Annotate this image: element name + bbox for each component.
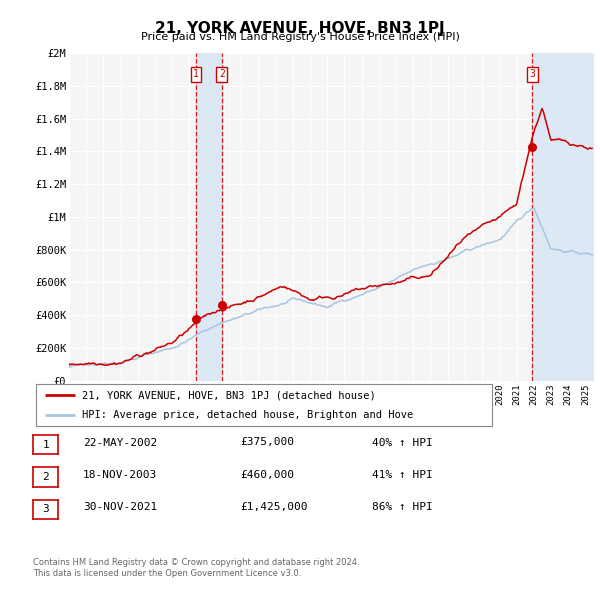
Text: £1,425,000: £1,425,000 bbox=[240, 503, 308, 512]
Text: £460,000: £460,000 bbox=[240, 470, 294, 480]
Text: 22-MAY-2002: 22-MAY-2002 bbox=[83, 438, 157, 447]
Text: HPI: Average price, detached house, Brighton and Hove: HPI: Average price, detached house, Brig… bbox=[82, 411, 413, 420]
Text: 1: 1 bbox=[42, 440, 49, 450]
Text: Contains HM Land Registry data © Crown copyright and database right 2024.
This d: Contains HM Land Registry data © Crown c… bbox=[33, 558, 359, 578]
Text: 1: 1 bbox=[193, 70, 199, 80]
Text: 41% ↑ HPI: 41% ↑ HPI bbox=[372, 470, 433, 480]
Text: 30-NOV-2021: 30-NOV-2021 bbox=[83, 503, 157, 512]
Text: Price paid vs. HM Land Registry's House Price Index (HPI): Price paid vs. HM Land Registry's House … bbox=[140, 32, 460, 42]
Text: 21, YORK AVENUE, HOVE, BN3 1PJ (detached house): 21, YORK AVENUE, HOVE, BN3 1PJ (detached… bbox=[82, 391, 376, 401]
Text: 2: 2 bbox=[42, 472, 49, 482]
Text: 3: 3 bbox=[42, 504, 49, 514]
Text: 2: 2 bbox=[219, 70, 225, 80]
Text: 86% ↑ HPI: 86% ↑ HPI bbox=[372, 503, 433, 512]
Text: 21, YORK AVENUE, HOVE, BN3 1PJ: 21, YORK AVENUE, HOVE, BN3 1PJ bbox=[155, 21, 445, 35]
Text: 3: 3 bbox=[529, 70, 535, 80]
Bar bbox=[196, 53, 222, 381]
Text: 40% ↑ HPI: 40% ↑ HPI bbox=[372, 438, 433, 447]
Text: £375,000: £375,000 bbox=[240, 438, 294, 447]
Bar bbox=[532, 53, 594, 381]
Text: 18-NOV-2003: 18-NOV-2003 bbox=[83, 470, 157, 480]
